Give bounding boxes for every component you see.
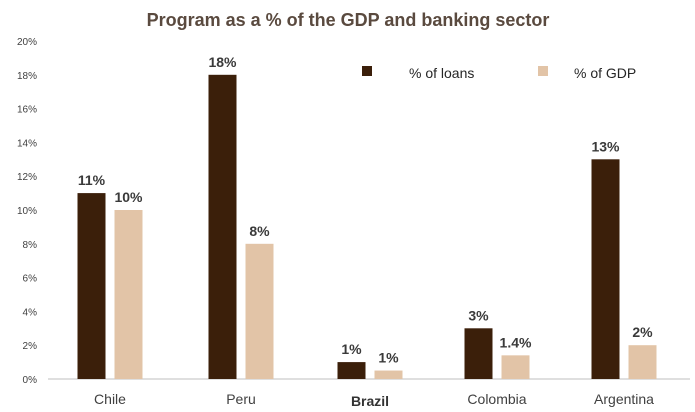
data-label-gdp-chile: 10% (114, 189, 143, 205)
legend-label-loans: % of loans (409, 65, 474, 81)
y-tick-label: 8% (23, 240, 38, 251)
bar-loans-argentina (591, 159, 620, 379)
data-label-gdp-colombia: 1.4% (500, 334, 532, 350)
y-tick-label: 12% (17, 172, 37, 183)
legend-label-gdp: % of GDP (574, 65, 636, 81)
bar-gdp-brazil (374, 370, 403, 379)
chart-title: Program as a % of the GDP and banking se… (147, 10, 550, 30)
x-tick-label-peru: Peru (226, 391, 256, 407)
data-label-gdp-peru: 8% (249, 223, 270, 239)
y-tick-label: 16% (17, 105, 37, 116)
y-tick-label: 18% (17, 71, 37, 82)
bar-loans-chile (77, 193, 106, 379)
data-label-loans-peru: 18% (208, 54, 237, 70)
x-tick-label-argentina: Argentina (594, 391, 654, 407)
y-tick-label: 20% (17, 37, 37, 48)
legend-swatch-loans (362, 66, 372, 76)
y-tick-label: 2% (23, 341, 38, 352)
data-label-loans-chile: 11% (78, 172, 106, 188)
data-label-loans-brazil: 1% (341, 341, 362, 357)
bar-gdp-argentina (628, 345, 657, 379)
data-label-loans-argentina: 13% (591, 138, 620, 154)
bar-loans-brazil (337, 362, 366, 379)
data-label-gdp-brazil: 1% (378, 350, 399, 366)
bar-loans-colombia (464, 328, 493, 379)
x-tick-label-colombia: Colombia (467, 391, 526, 407)
y-tick-label: 14% (17, 138, 37, 149)
data-labels: 11% 10% 18% 8% 1% 1% 3% 1.4% 13% 2% (78, 54, 653, 366)
x-tick-label-brazil: Brazil (351, 393, 389, 409)
data-label-loans-colombia: 3% (468, 307, 489, 323)
bar-gdp-chile (114, 210, 143, 379)
legend-swatch-gdp (538, 66, 548, 76)
bar-gdp-colombia (501, 355, 530, 379)
data-label-gdp-argentina: 2% (632, 324, 653, 340)
y-tick-label: 4% (23, 307, 38, 318)
legend: % of loans % of GDP (362, 65, 636, 81)
bar-loans-peru (208, 74, 237, 380)
x-tick-label-chile: Chile (94, 391, 126, 407)
y-tick-label: 10% (17, 206, 37, 217)
y-axis: 0% 2% 4% 6% 8% 10% 12% 14% 16% 18% 20% (17, 37, 37, 386)
x-axis: Chile Peru Brazil Colombia Argentina (94, 391, 654, 409)
y-tick-label: 0% (23, 375, 38, 386)
y-tick-label: 6% (23, 274, 38, 285)
bar-gdp-peru (245, 243, 274, 379)
bars (77, 74, 657, 380)
